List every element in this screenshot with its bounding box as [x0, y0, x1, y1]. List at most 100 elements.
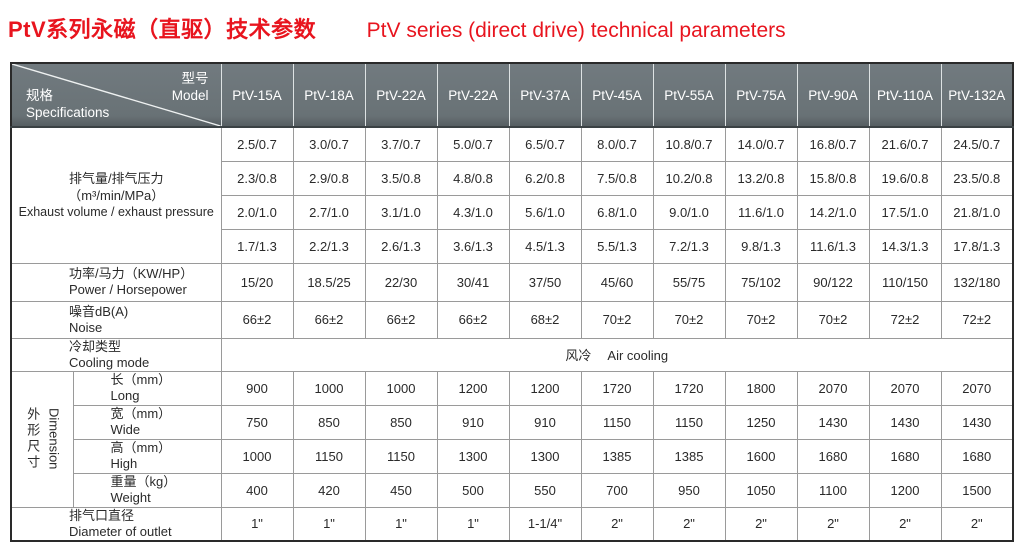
diagonal-divider-line [12, 64, 220, 125]
dimension-wide-label: 宽（mm） Wide [72, 404, 222, 440]
power-value: 22/30 [364, 262, 438, 302]
exhaust-value: 2.3/0.8 [220, 160, 294, 196]
exhaust-label-zh: 排气量/排气压力 [68, 170, 164, 186]
exhaust-value: 2.0/1.0 [220, 194, 294, 230]
exhaust-value: 3.1/1.0 [364, 194, 438, 230]
noise-label-zh: 噪音dB(A) [69, 303, 129, 319]
power-label-zh: 功率/马力（KW/HP） [69, 266, 194, 281]
outlet-value: 1" [220, 506, 294, 542]
exhaust-label-en: Exhaust volume / exhaust pressure [18, 204, 214, 219]
power-value: 45/60 [580, 262, 654, 302]
model-header: PtV-18A [292, 62, 366, 128]
power-value: 75/102 [724, 262, 798, 302]
dimension-weight-value: 500 [436, 472, 510, 508]
dimension-wide-value: 1150 [652, 404, 726, 440]
dimension-high-en: High [110, 456, 138, 471]
dimension-long-label: 长（mm） Long [72, 370, 222, 406]
dimension-group-en: Dimension [46, 408, 62, 470]
power-row: 功率/马力（KW/HP） Power / Horsepower 15/20 18… [10, 262, 1014, 302]
dimension-weight-value: 1200 [868, 472, 942, 508]
noise-label-cell: 噪音dB(A) Noise [10, 300, 222, 339]
noise-row: 噪音dB(A) Noise 66±2 66±2 66±2 66±2 68±2 7… [10, 300, 1014, 339]
cooling-value-zh: 风冷 [565, 348, 592, 363]
exhaust-label-cell: 排气量/排气压力 （m³/min/MPa） Exhaust volume / e… [10, 126, 222, 264]
outlet-label-cell: 排气口直径 Diameter of outlet [10, 506, 222, 542]
exhaust-value: 16.8/0.7 [796, 126, 870, 162]
exhaust-row-1.3MPa: 1.7/1.3 2.2/1.3 2.6/1.3 3.6/1.3 4.5/1.3 … [11, 228, 1014, 264]
dimension-long-zh: 长（mm） [110, 372, 172, 387]
exhaust-value: 3.7/0.7 [364, 126, 438, 162]
dimension-weight-label: 重量（kg） Weight [72, 472, 222, 508]
dimension-wide-value: 1250 [724, 404, 798, 440]
noise-value: 70±2 [580, 300, 654, 339]
exhaust-value: 1.7/1.3 [220, 228, 294, 264]
dimension-weight-value: 700 [580, 472, 654, 508]
dimension-high-value: 1000 [220, 438, 294, 474]
noise-value: 70±2 [796, 300, 870, 339]
dimension-wide-en: Wide [110, 422, 141, 437]
outlet-value: 2" [652, 506, 726, 542]
exhaust-value: 6.8/1.0 [580, 194, 654, 230]
noise-label-en: Noise [69, 319, 103, 335]
cooling-row: 冷却类型 Cooling mode 风冷 Air cooling [10, 337, 1014, 372]
noise-value: 72±2 [940, 300, 1014, 339]
outlet-value: 1" [364, 506, 438, 542]
dimension-weight-value: 420 [292, 472, 366, 508]
outlet-row: 排气口直径 Diameter of outlet 1" 1" 1" 1" 1-1… [10, 506, 1014, 542]
dimension-wide-value: 850 [364, 404, 438, 440]
exhaust-value: 11.6/1.0 [724, 194, 798, 230]
exhaust-value: 15.8/0.8 [796, 160, 870, 196]
corner-header-cell: 型号 Model 规格 Specifications [10, 62, 222, 128]
technical-parameters-table: 型号 Model 规格 Specifications PtV-15A PtV-1… [10, 62, 1014, 542]
outlet-label-en: Diameter of outlet [69, 523, 172, 539]
outlet-value: 2" [796, 506, 870, 542]
dimension-weight-value: 1050 [724, 472, 798, 508]
exhaust-value: 4.5/1.3 [508, 228, 582, 264]
exhaust-value: 3.5/0.8 [364, 160, 438, 196]
dimension-high-value: 1385 [652, 438, 726, 474]
dimension-long-value: 1800 [724, 370, 798, 406]
exhaust-value: 21.8/1.0 [940, 194, 1014, 230]
dimension-long-value: 2070 [796, 370, 870, 406]
dimension-wide-value: 1430 [868, 404, 942, 440]
exhaust-value: 17.8/1.3 [940, 228, 1014, 264]
dimension-long-value: 1720 [652, 370, 726, 406]
dimension-long-value: 900 [220, 370, 294, 406]
noise-value: 66±2 [364, 300, 438, 339]
dimension-wide-value: 750 [220, 404, 294, 440]
dimension-group-zh: 外形尺寸 [25, 407, 41, 471]
dimension-long-value: 2070 [940, 370, 1014, 406]
exhaust-value: 9.8/1.3 [724, 228, 798, 264]
dimension-wide-value: 1150 [580, 404, 654, 440]
model-header: PtV-132A [940, 62, 1014, 128]
power-value: 37/50 [508, 262, 582, 302]
exhaust-value: 4.3/1.0 [436, 194, 510, 230]
dimension-weight-value: 550 [508, 472, 582, 508]
dimension-high-zh: 高（mm） [110, 440, 172, 455]
cooling-label-zh: 冷却类型 [69, 338, 122, 354]
dimension-weight-zh: 重量（kg） [110, 474, 177, 489]
dimension-high-value: 1600 [724, 438, 798, 474]
noise-value: 72±2 [868, 300, 942, 339]
power-value: 18.5/25 [292, 262, 366, 302]
exhaust-value: 14.0/0.7 [724, 126, 798, 162]
exhaust-value: 2.9/0.8 [292, 160, 366, 196]
outlet-value: 1" [292, 506, 366, 542]
exhaust-value: 9.0/1.0 [652, 194, 726, 230]
dimension-wide-value: 910 [508, 404, 582, 440]
exhaust-value: 3.0/0.7 [292, 126, 366, 162]
exhaust-value: 2.5/0.7 [220, 126, 294, 162]
dimension-long-row: 外形尺寸 Dimension 长（mm） Long 900 1000 1000 … [10, 370, 1014, 508]
dimension-long-value: 1200 [436, 370, 510, 406]
dimension-weight-value: 1500 [940, 472, 1014, 508]
corner-model-en: Model [171, 88, 209, 103]
power-value: 90/122 [796, 262, 870, 302]
exhaust-value: 7.2/1.3 [652, 228, 726, 264]
exhaust-value: 7.5/0.8 [580, 160, 654, 196]
exhaust-value: 5.0/0.7 [436, 126, 510, 162]
exhaust-value: 11.6/1.3 [796, 228, 870, 264]
model-header: PtV-75A [724, 62, 798, 128]
exhaust-value: 21.6/0.7 [868, 126, 942, 162]
cooling-value-en: Air cooling [607, 348, 669, 363]
outlet-label-zh: 排气口直径 [69, 507, 135, 523]
